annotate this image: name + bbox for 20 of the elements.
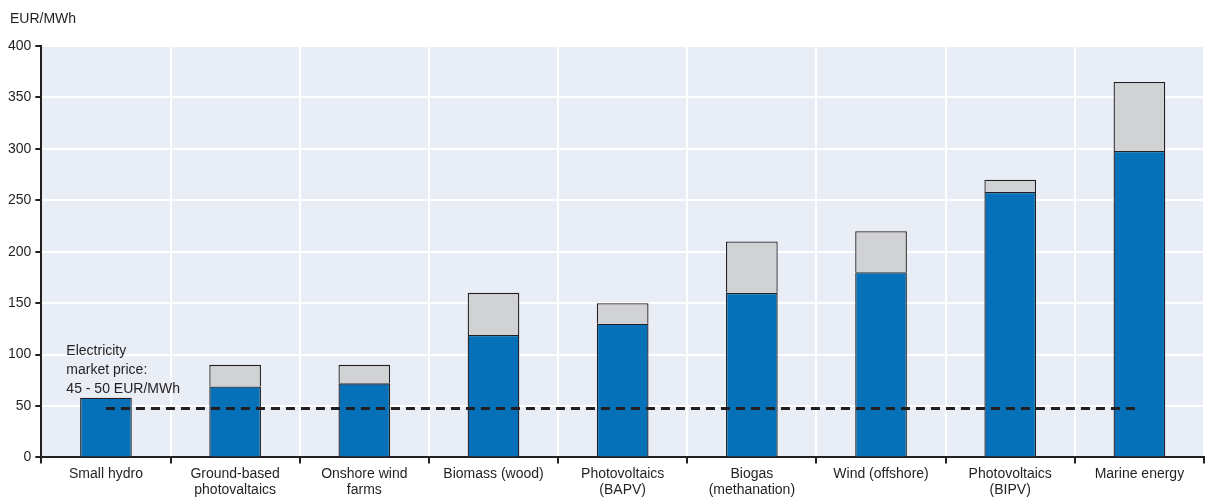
- y-tick-label: 350: [8, 88, 32, 105]
- y-tick-label: 0: [23, 448, 32, 465]
- y-tick-label: 400: [8, 36, 32, 53]
- y-tick-label: 100: [8, 345, 32, 362]
- x-tick-label: Small hydro: [68, 464, 144, 481]
- y-axis-title: EUR/MWh: [10, 9, 77, 26]
- x-tick-label: Biomass (wood): [443, 464, 544, 481]
- annotation: Electricity market price: 45 - 50 EUR/MWh: [66, 342, 180, 397]
- y-tick-label: 50: [15, 396, 32, 413]
- x-tick-label: Biogas (methanation): [708, 464, 796, 498]
- y-tick-label: 300: [8, 139, 32, 156]
- x-tick-label: Wind (offshore): [833, 464, 929, 481]
- x-tick-label: Photovoltaics (BIPV): [968, 464, 1052, 498]
- y-tick-label: 250: [8, 191, 32, 208]
- y-tick-label: 150: [8, 293, 32, 310]
- x-tick-label: Onshore wind farms: [321, 464, 408, 498]
- x-tick-label: Marine energy: [1094, 464, 1185, 481]
- y-tick-label: 200: [8, 242, 32, 259]
- x-tick-label: Ground-based photovaltaics: [190, 464, 280, 498]
- x-tick-label: Photovoltaics (BAPV): [581, 464, 665, 498]
